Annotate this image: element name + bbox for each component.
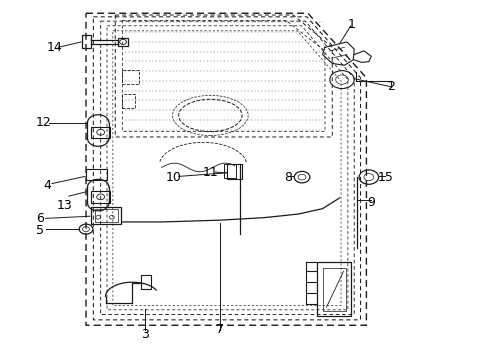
Text: 8: 8 [284, 171, 292, 184]
Bar [91, 207, 121, 224]
Text: 3: 3 [141, 328, 148, 341]
Text: 12: 12 [36, 116, 51, 129]
Bar [82, 36, 91, 48]
Bar [122, 94, 135, 108]
Text: 5: 5 [36, 224, 43, 237]
Text: 15: 15 [377, 171, 393, 184]
Text: 2: 2 [386, 80, 394, 93]
Text: 13: 13 [56, 199, 72, 212]
Text: 11: 11 [202, 166, 218, 179]
Text: 6: 6 [36, 212, 43, 225]
Bar [122, 69, 139, 84]
Bar [316, 262, 350, 316]
Text: 7: 7 [216, 323, 224, 336]
Text: 10: 10 [165, 171, 182, 184]
Bar [91, 127, 110, 138]
Text: 14: 14 [46, 41, 62, 54]
Bar [322, 268, 345, 311]
Bar [224, 164, 236, 178]
Bar [141, 275, 151, 289]
Bar [227, 164, 242, 179]
Bar [95, 209, 118, 222]
Text: 1: 1 [347, 18, 355, 31]
Text: 9: 9 [366, 196, 374, 209]
Bar [118, 39, 128, 45]
Bar [91, 191, 110, 203]
Text: 4: 4 [43, 179, 51, 192]
Bar [86, 169, 106, 180]
